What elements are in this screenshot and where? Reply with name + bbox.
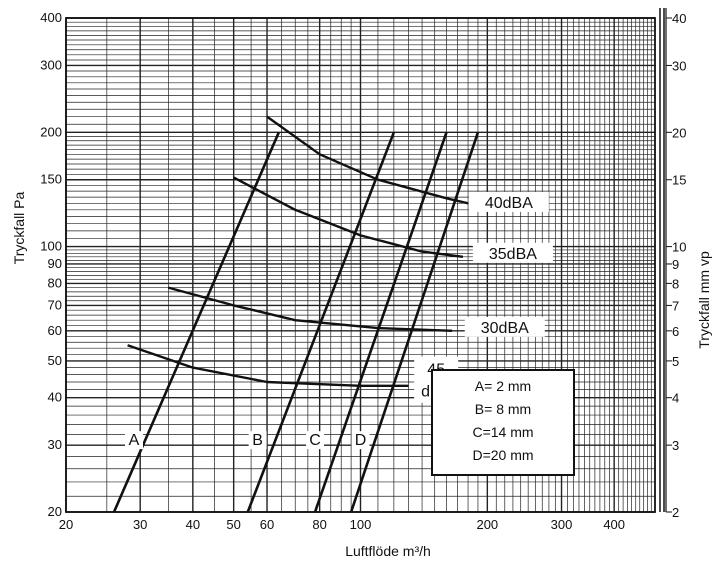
y-right-tick-label: 10 [672,240,686,255]
y-tick-label: 50 [48,353,62,368]
y-tick-label: 200 [40,124,62,139]
noise-curve-3 [168,286,453,332]
legend-entry: C=14 mm [472,424,533,440]
legend-box [431,369,575,476]
series-label-d: D [355,432,367,449]
noise-curve-1 [266,115,469,205]
series-label-c: C [309,432,321,449]
y-axis-ticks: 20 30 40 50 60 70 80 90 100 150 200 300 400 [40,10,62,519]
y-axis-title: Tryckfall Pa [11,191,27,264]
noise-curve-label: 40dBA [485,195,533,212]
y-right-tick-label: 30 [672,58,686,73]
y-tick-label: 150 [40,172,62,187]
series-label-bg [124,431,143,450]
y-tick-label: 20 [48,504,62,519]
series-label-bg [351,431,370,450]
noise-curve-4 [127,344,409,387]
series-label-bg [248,431,267,450]
x-tick-label: 30 [133,517,147,532]
noise-curves: 40dBA35dBA30dBA45dBA [127,115,553,403]
y-right-tick-label: 7 [672,298,679,313]
y-right-tick-label: 4 [672,391,679,406]
y-right-tick-label: 15 [672,173,686,188]
noise-label-bg [472,242,553,263]
series-label-bg [306,431,325,450]
y-tick-label: 400 [40,10,62,25]
y-tick-label: 70 [48,297,62,312]
x-axis-ticks: 20 30 40 50 60 80 100 200 300 400 [59,517,625,532]
x-tick-label: 40 [186,517,200,532]
y-right-tick-label: 8 [672,276,679,291]
y-right-tick-label: 20 [672,125,686,140]
noise-label-bg [464,316,545,337]
x-tick-label: 300 [551,517,573,532]
legend: A= 2 mm B= 8 mm C=14 mm D=20 mm [431,369,575,476]
series-label-a: A [129,432,140,449]
x-tick-label: 400 [603,517,625,532]
y-right-tick-label: 9 [672,257,679,272]
x-tick-label: 50 [226,517,240,532]
legend-entry: B= 8 mm [475,401,531,417]
y-right-axis-title: Tryckfall mm vp [696,251,712,349]
y-tick-label: 40 [48,390,62,405]
y-tick-label: 100 [40,239,62,254]
series-lines: A B C D [112,131,480,513]
y-right-tick-label: 5 [672,354,679,369]
x-tick-label: 60 [260,517,274,532]
series-line-c [313,131,448,513]
series-label-b: B [252,432,263,449]
noise-curve-label: 30dBA [481,320,529,337]
noise-curve-2 [233,176,464,258]
y-right-tick-label: 6 [672,324,679,339]
noise-label-bg [468,191,549,212]
x-axis-title: Luftflöde m³/h [345,543,431,559]
y-right-tick-label: 3 [672,438,679,453]
y-tick-label: 90 [48,256,62,271]
y-right-tick-label: 40 [672,11,686,26]
y-right-axis-ticks: 2 3 4 5 6 7 8 9 10 15 20 30 40 [666,11,686,520]
y-tick-label: 60 [48,323,62,338]
plot-border [65,17,656,513]
y-right-tick-label: 2 [672,505,679,520]
plot-frame [65,8,667,513]
noise-curve-label: 35dBA [489,246,537,263]
y-tick-label: 30 [48,437,62,452]
x-tick-label: 80 [312,517,326,532]
y-tick-label: 300 [40,57,62,72]
legend-entry: D=20 mm [472,447,533,463]
x-tick-label: 200 [476,517,498,532]
legend-entry: A= 2 mm [475,378,531,394]
y-tick-label: 80 [48,275,62,290]
x-tick-label: 100 [350,517,372,532]
series-line-d [349,131,480,513]
x-tick-label: 20 [59,517,73,532]
